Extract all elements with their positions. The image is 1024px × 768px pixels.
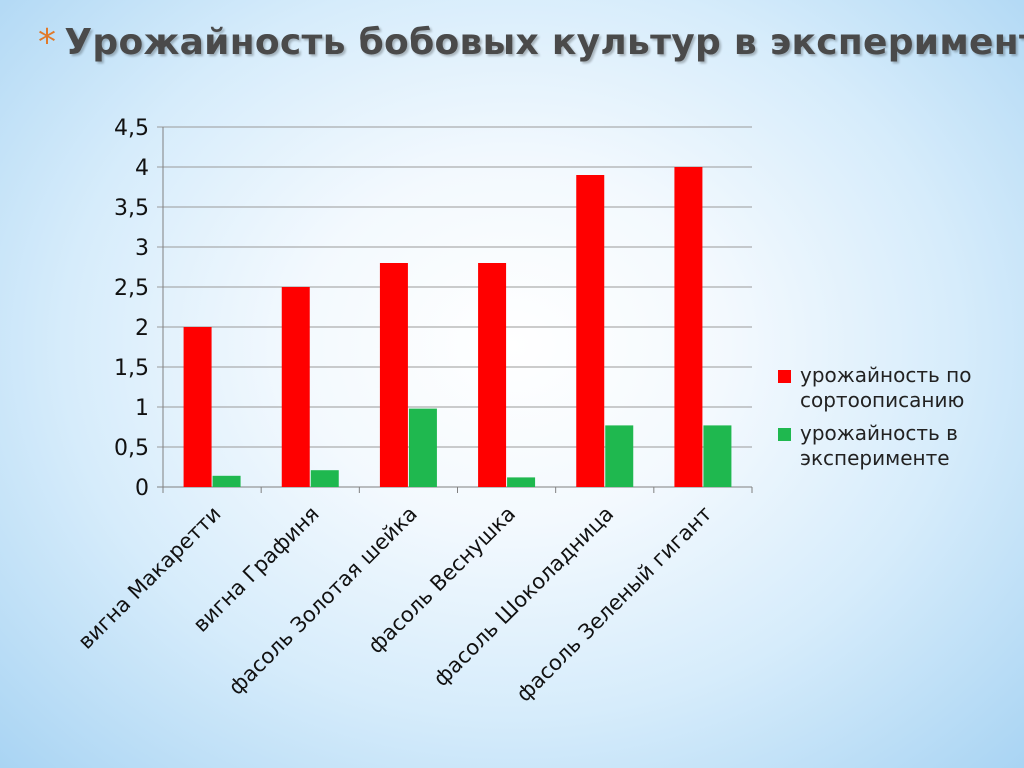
y-tick-label-8: 4 (135, 156, 149, 181)
y-tick-label-3: 1,5 (114, 356, 149, 381)
bar-series-1-0 (183, 327, 212, 487)
legend-item-series-1: урожайность по сортоописанию (778, 363, 1008, 413)
x-tick-label-4: фасоль Шоколадница (429, 502, 618, 691)
y-tick-label-1: 0,5 (114, 436, 149, 461)
legend-label-series-1-line-1: урожайность по (800, 363, 972, 387)
bar-series-2-5 (703, 425, 732, 487)
y-tick-label-5: 2,5 (114, 276, 149, 301)
title-star-icon: * (38, 22, 57, 63)
bar-series-1-4 (576, 175, 605, 487)
y-tick-label-2: 1 (135, 396, 149, 421)
y-tick-label-6: 3 (135, 236, 149, 261)
x-tick-label-2: фасоль Золотая шейка (224, 502, 422, 700)
bar-series-2-2 (408, 408, 437, 487)
slide-title-text: Урожайность бобовых культур в эксперимен… (64, 22, 1024, 63)
bar-series-1-1 (281, 287, 310, 487)
y-tick-label-0: 0 (135, 476, 149, 501)
y-tick-label-7: 3,5 (114, 196, 149, 221)
bar-series-2-3 (507, 477, 536, 487)
bar-series-2-1 (310, 470, 339, 487)
bar-series-2-4 (605, 425, 634, 487)
legend-swatch-series-1 (778, 370, 791, 383)
chart-legend: урожайность по сортоописанию урожайность… (778, 363, 1008, 479)
legend-label-series-2-line-1: урожайность в (800, 421, 958, 445)
legend-label-series-1-line-2: сортоописанию (800, 388, 965, 412)
bar-series-2-0 (212, 475, 241, 487)
bar-series-1-5 (674, 167, 703, 487)
bar-series-1-3 (478, 263, 507, 487)
legend-label-series-2-line-2: эксперименте (800, 446, 950, 470)
legend-swatch-series-2 (778, 428, 791, 441)
slide-title: * Урожайность бобовых культур в экспериме… (38, 22, 1024, 63)
x-tick-label-5: фасоль Зеленый гигант (512, 502, 717, 707)
y-tick-label-4: 2 (135, 316, 149, 341)
bar-series-1-2 (379, 263, 408, 487)
y-tick-label-9: 4,5 (114, 116, 149, 141)
legend-item-series-2: урожайность в эксперименте (778, 421, 1008, 471)
